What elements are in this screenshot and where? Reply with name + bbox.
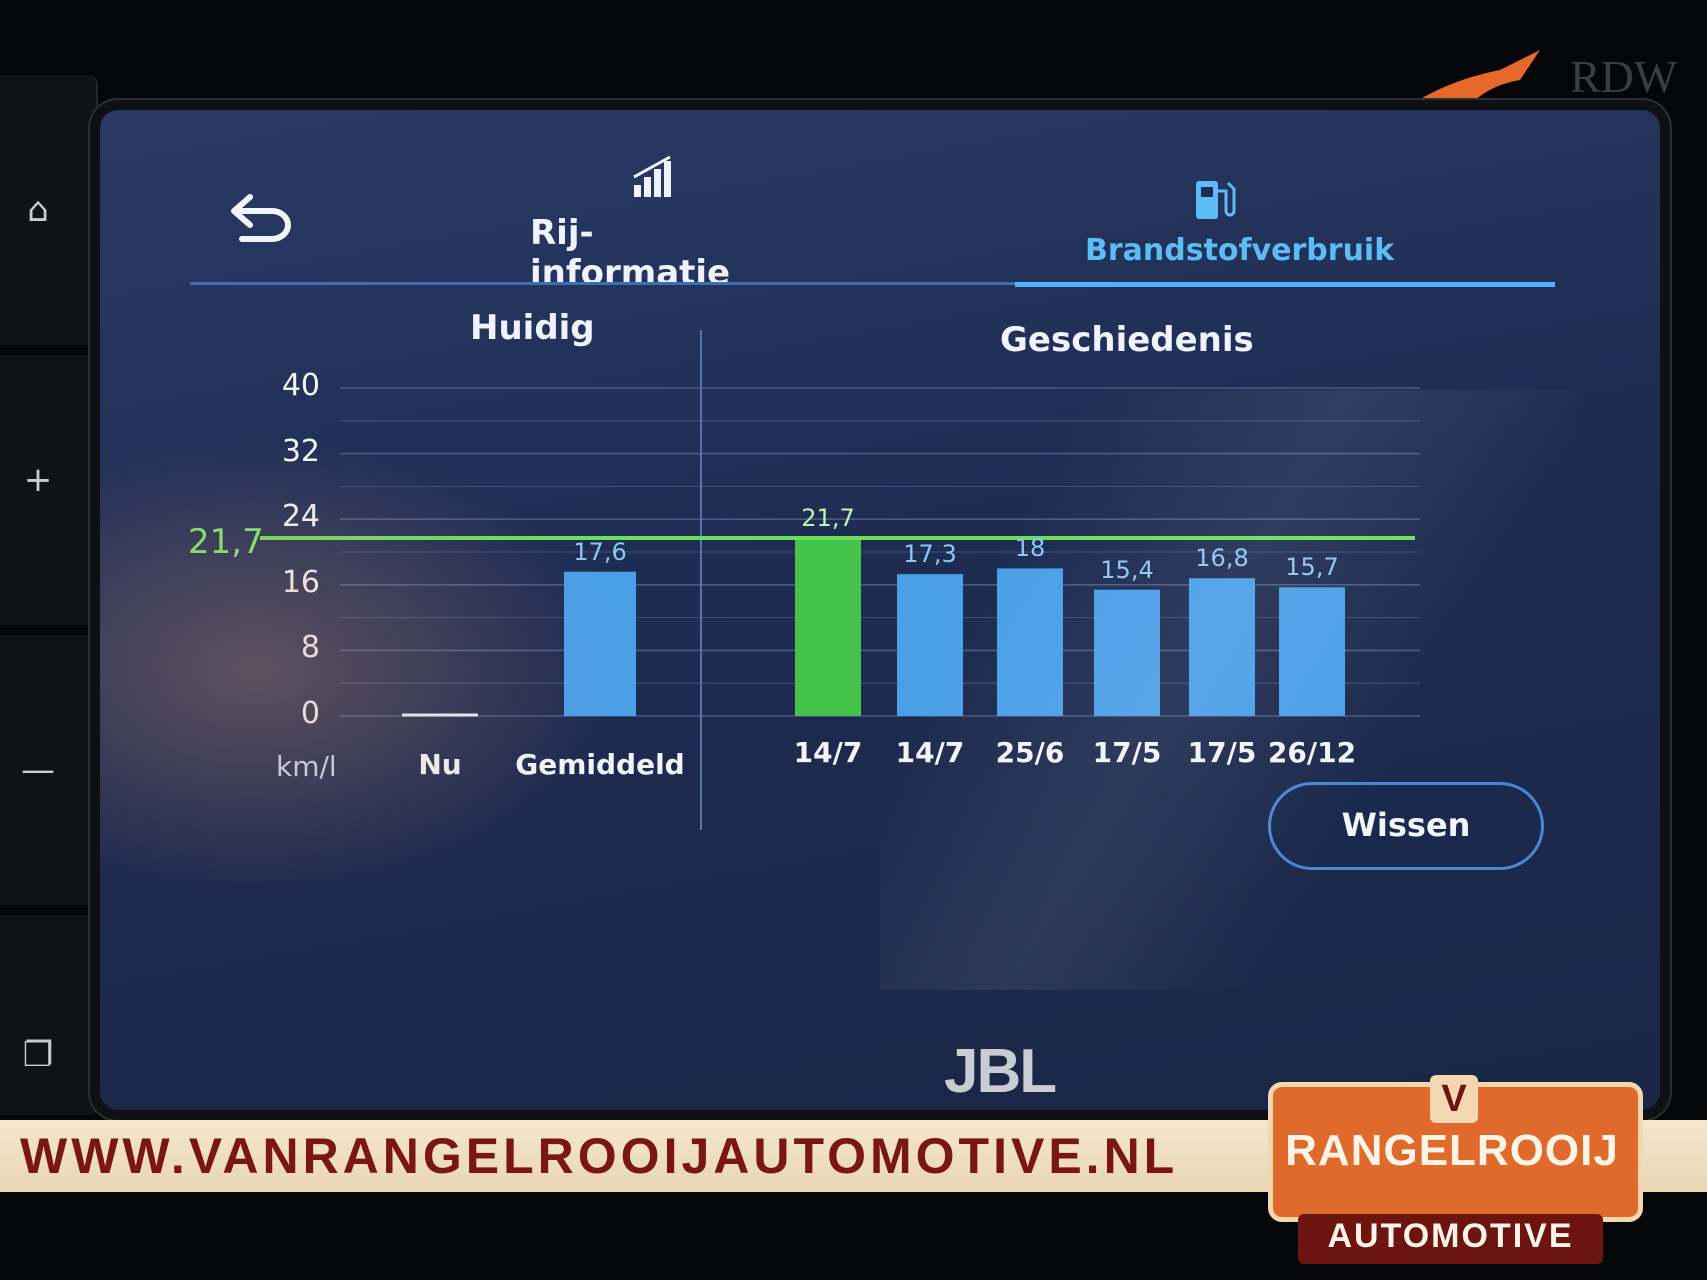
y-tick-label: 24: [281, 499, 320, 535]
category-label: 17/5: [1092, 736, 1162, 769]
category-label: 17/5: [1187, 736, 1257, 769]
y-tick-label: 0: [300, 696, 320, 731]
home-icon: ⌂: [27, 190, 49, 230]
fuel-consumption-chart: [260, 387, 1420, 717]
active-tab-indicator: [1015, 282, 1555, 287]
bar-history-1: [897, 574, 963, 716]
hardware-button-minus[interactable]: —: [0, 635, 98, 905]
dealer-logo-letter: V: [1430, 1075, 1478, 1123]
tab-underline: [190, 282, 1555, 285]
jbl-logo: JBL: [944, 1037, 1057, 1106]
minus-icon: —: [21, 750, 55, 790]
bar-value-label: 15,4: [1100, 555, 1154, 584]
section-title-geschiedenis: Geschiedenis: [1000, 320, 1254, 360]
dealer-logo-sub: AUTOMOTIVE: [1327, 1217, 1574, 1255]
rdw-logo-text: RDW: [1570, 51, 1678, 102]
tab-label: Brandstofverbruik: [1085, 233, 1395, 268]
category-label: Nu: [418, 748, 462, 781]
y-tick-label: 8: [300, 630, 320, 666]
bar-history-0: [795, 538, 861, 716]
y-tick-label: 40: [281, 368, 320, 403]
bar-history-3: [1094, 589, 1160, 716]
screens-icon: ❐: [22, 1035, 54, 1075]
bar-value-label: 21,7: [801, 504, 855, 533]
infotainment-screen: Rij-informatie Brandstofverbruik Huidig …: [100, 110, 1660, 1110]
y-tick-label: 32: [281, 433, 320, 469]
section-divider: [700, 330, 702, 830]
bar-history-5: [1279, 587, 1345, 716]
wissen-button[interactable]: Wissen: [1268, 782, 1544, 870]
bar-history-2: [997, 568, 1063, 716]
bar-value-label: 17,3: [903, 540, 957, 569]
y-axis-unit: km/l: [276, 750, 337, 783]
bar-value-label: 17,6: [573, 537, 627, 566]
category-label: 25/6: [995, 736, 1065, 769]
bar-value-label: 18: [1014, 534, 1046, 563]
y-tick-label: 16: [281, 564, 320, 600]
bar-chart-icon: [633, 155, 671, 197]
category-label: 14/7: [793, 736, 863, 769]
bar-gemiddeld: [564, 571, 636, 716]
category-label: 26/12: [1267, 736, 1357, 769]
bar-history-4: [1189, 578, 1255, 716]
tab-label: Rij-informatie: [530, 213, 731, 293]
section-title-huidig: Huidig: [470, 308, 595, 348]
hardware-button-home[interactable]: ⌂: [0, 75, 98, 345]
fuel-pump-icon: [1196, 181, 1236, 219]
hardware-button-screens[interactable]: ❐: [0, 915, 98, 1115]
dealer-logo-name: RANGELROOIJ: [1285, 1126, 1619, 1175]
watermark-url: WWW.VANRANGELROOIJAUTOMOTIVE.NL: [20, 1128, 1179, 1184]
plus-icon: +: [23, 460, 53, 500]
back-arrow-icon[interactable]: [228, 185, 298, 245]
bar-value-label: 16,8: [1195, 544, 1249, 573]
bar-value-label: 15,7: [1285, 553, 1339, 582]
dealer-logo-sub-bg: [1298, 1214, 1603, 1264]
hardware-button-plus[interactable]: +: [0, 355, 98, 625]
tab-rij-informatie[interactable]: Rij-informatie: [530, 155, 790, 293]
tab-brandstofverbruik[interactable]: Brandstofverbruik: [1080, 175, 1410, 280]
category-label: Gemiddeld: [515, 748, 685, 781]
reference-value-label: 21,7: [188, 522, 264, 562]
category-label: 14/7: [895, 736, 965, 769]
